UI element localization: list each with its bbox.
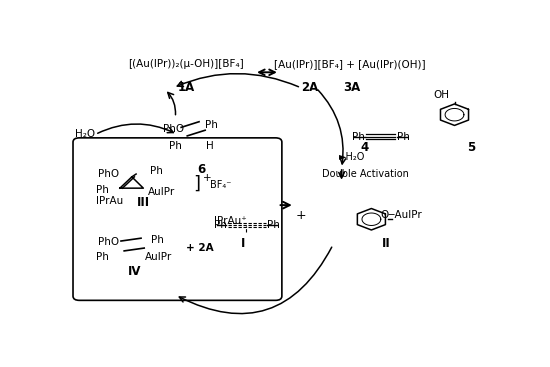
Text: 4: 4 (361, 141, 369, 154)
Text: PhO: PhO (98, 169, 119, 179)
Text: I: I (241, 237, 246, 250)
Text: 6: 6 (197, 163, 205, 176)
Text: Ph: Ph (205, 120, 218, 130)
Text: BF₄⁻: BF₄⁻ (210, 180, 232, 190)
Text: 1A: 1A (177, 81, 195, 94)
Text: Ph: Ph (267, 220, 280, 230)
Text: PhO: PhO (163, 124, 184, 134)
Text: [Au(IPr)][BF₄] + [Au(IPr)(OH)]: [Au(IPr)][BF₄] + [Au(IPr)(OH)] (274, 59, 426, 69)
Text: Ph: Ph (96, 185, 108, 195)
Text: Ph: Ph (150, 166, 163, 176)
Text: H₂O: H₂O (75, 130, 95, 139)
Text: Ph: Ph (397, 132, 410, 142)
Text: Ph: Ph (96, 251, 108, 262)
Text: IPrAu⁺: IPrAu⁺ (214, 216, 247, 226)
Text: +: + (296, 208, 306, 222)
Text: Double Activation: Double Activation (322, 169, 409, 179)
Text: AuIPr: AuIPr (147, 187, 175, 197)
Text: Ph: Ph (213, 220, 227, 230)
Text: IPrAu: IPrAu (96, 196, 124, 206)
Text: IV: IV (128, 265, 141, 278)
Text: II: II (382, 237, 390, 250)
Text: +: + (203, 173, 212, 183)
Text: Ph: Ph (169, 141, 182, 151)
Text: 3A: 3A (344, 81, 361, 94)
Text: H: H (206, 141, 213, 151)
Text: Ph: Ph (352, 132, 365, 142)
Text: Ph: Ph (151, 235, 163, 244)
FancyArrowPatch shape (179, 247, 332, 314)
Text: ]: ] (193, 175, 200, 193)
Text: AuIPr: AuIPr (145, 251, 172, 262)
Text: ►H₂O: ►H₂O (339, 152, 365, 162)
Text: PhO: PhO (98, 237, 119, 247)
Text: OH: OH (434, 90, 450, 100)
Text: [(Au(IPr))₂(μ-OH)][BF₄]: [(Au(IPr))₂(μ-OH)][BF₄] (128, 59, 244, 69)
Text: III: III (137, 196, 150, 209)
Text: + 2A: + 2A (186, 243, 213, 253)
Text: 5: 5 (468, 141, 476, 154)
Text: 2A: 2A (301, 81, 318, 94)
Text: O─AuIPr: O─AuIPr (380, 210, 422, 220)
